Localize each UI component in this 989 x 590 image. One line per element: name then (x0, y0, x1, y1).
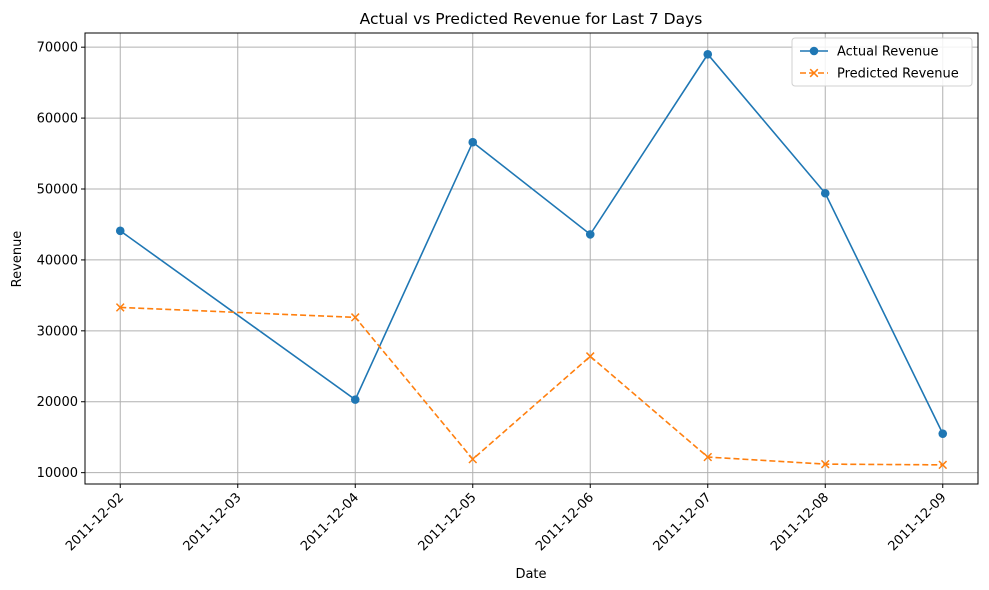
data-point (938, 429, 948, 438)
y-tick-label: 30000 (37, 324, 78, 339)
data-point (468, 137, 478, 147)
series-predicted (115, 303, 948, 470)
legend-marker (809, 68, 819, 78)
y-axis-label: Revenue (10, 231, 25, 288)
y-tick-label: 10000 (37, 466, 78, 481)
data-point (350, 313, 360, 322)
data-point (115, 303, 125, 312)
legend: Actual Revenue Predicted Revenue (791, 37, 973, 87)
data-point (115, 226, 125, 236)
data-point (820, 188, 830, 198)
data-point (703, 452, 713, 462)
data-point (585, 230, 595, 239)
legend-box (791, 37, 973, 87)
y-tick-label: 40000 (37, 253, 78, 268)
data-point (703, 49, 713, 59)
x-axis-label: Date (515, 567, 546, 582)
series-layer (115, 49, 948, 470)
y-axis: 10000 20000 30000 40000 50000 60000 70000 (37, 41, 85, 481)
y-tick-label: 70000 (37, 41, 78, 56)
data-point (468, 454, 478, 464)
legend-marker (809, 46, 819, 56)
data-point (820, 459, 830, 469)
legend-label: Actual Revenue (837, 45, 938, 60)
data-point (350, 395, 360, 404)
y-tick-label: 50000 (37, 183, 78, 198)
data-point (938, 460, 948, 470)
chart-title: Actual vs Predicted Revenue for Last 7 D… (360, 10, 703, 28)
series-actual (115, 49, 948, 438)
data-point (585, 352, 595, 361)
y-tick-label: 20000 (37, 395, 78, 410)
y-tick-label: 60000 (37, 112, 78, 127)
legend-label: Predicted Revenue (837, 67, 959, 82)
plot-frame (84, 32, 979, 485)
